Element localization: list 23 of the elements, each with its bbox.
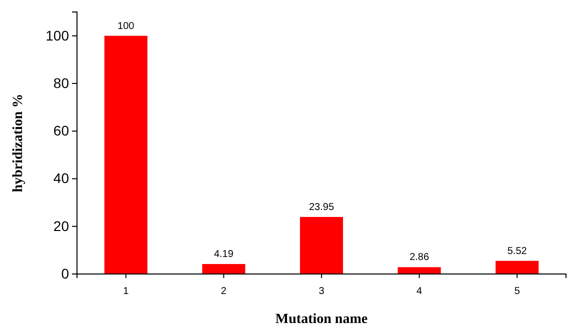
bar bbox=[202, 264, 246, 274]
bar bbox=[398, 267, 441, 274]
bar bbox=[496, 260, 539, 274]
data-label: 5.52 bbox=[507, 246, 528, 257]
bar bbox=[300, 216, 344, 274]
data-label: 4.19 bbox=[214, 249, 234, 260]
x-tick-label: 5 bbox=[514, 286, 520, 297]
y-tick-label: 60 bbox=[53, 122, 70, 139]
data-label: 2.86 bbox=[410, 252, 430, 264]
y-tick-label: 20 bbox=[53, 218, 70, 234]
data-label: 100 bbox=[118, 20, 135, 32]
y-tick-label: 100 bbox=[46, 27, 70, 44]
y-tick-label: 40 bbox=[53, 170, 70, 186]
bar bbox=[104, 36, 148, 274]
y-tick-label: 0 bbox=[61, 265, 70, 282]
x-tick-label: 2 bbox=[220, 286, 227, 297]
x-tick-label: 3 bbox=[318, 286, 325, 297]
data-label: 23.95 bbox=[308, 202, 334, 213]
y-axis-title: hybridization % bbox=[11, 94, 26, 192]
x-tick-label: 1 bbox=[123, 286, 130, 297]
y-tick-label: 80 bbox=[53, 74, 70, 91]
x-tick-label: 4 bbox=[416, 286, 423, 297]
x-axis-title: Mutation name bbox=[275, 312, 368, 327]
